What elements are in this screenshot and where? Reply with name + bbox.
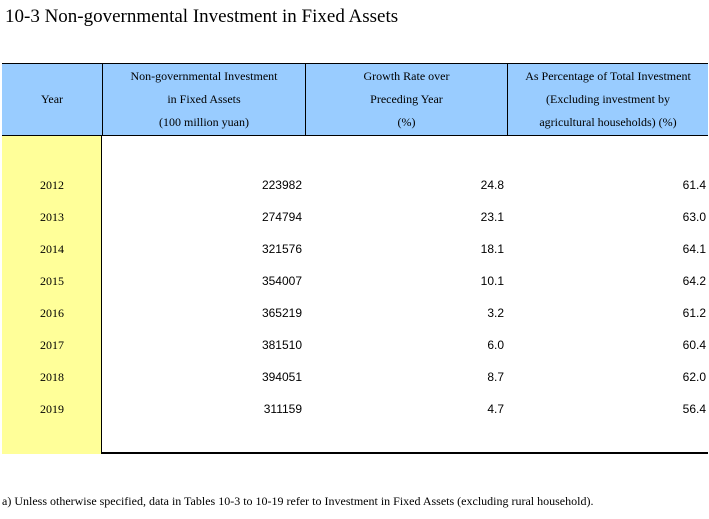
percentage-cell: 61.4 — [682, 178, 706, 192]
header-percentage: As Percentage of Total Investment (Exclu… — [507, 64, 708, 135]
table-row: 2019 311159 4.7 56.4 — [2, 393, 708, 425]
footnote: a) Unless otherwise specified, data in T… — [2, 494, 594, 508]
investment-cell: 354007 — [261, 274, 302, 288]
header-growth-line: Growth Rate over — [363, 69, 450, 83]
percentage-cell: 61.2 — [682, 306, 706, 320]
investment-cell: 321576 — [261, 242, 302, 256]
year-cell: 2013 — [40, 210, 64, 224]
percentage-cell: 60.4 — [682, 338, 706, 352]
table-row: 2013 274794 23.1 63.0 — [2, 201, 708, 233]
percentage-cell: 63.0 — [682, 210, 706, 224]
percentage-cell: 62.0 — [682, 370, 706, 384]
header-percentage-line: agricultural households) (%) — [539, 115, 677, 129]
investment-cell: 381510 — [261, 338, 302, 352]
header-growth: Growth Rate over Preceding Year (%) — [305, 64, 507, 135]
investment-cell: 223982 — [261, 178, 302, 192]
table-row: 2015 354007 10.1 64.2 — [2, 265, 708, 297]
year-cell: 2012 — [40, 178, 64, 192]
growth-cell: 10.1 — [480, 274, 504, 288]
header-percentage-line: As Percentage of Total Investment — [525, 69, 691, 83]
header-growth-line: (%) — [397, 115, 416, 129]
table-body: 2012 223982 24.8 61.4 2013 274794 23.1 63.0 2014… — [2, 169, 708, 425]
table-row: 2018 394051 8.7 62.0 — [2, 361, 708, 393]
header-growth-line: Preceding Year — [370, 92, 443, 106]
year-column-background — [2, 136, 102, 454]
investment-cell: 365219 — [261, 306, 302, 320]
header-investment-line: Non-governmental Investment — [130, 69, 278, 83]
year-cell: 2019 — [40, 402, 64, 416]
year-cell: 2016 — [40, 306, 64, 320]
table-row: 2016 365219 3.2 61.2 — [2, 297, 708, 329]
percentage-cell: 64.1 — [682, 242, 706, 256]
table-row: 2017 381510 6.0 60.4 — [2, 329, 708, 361]
year-cell: 2017 — [40, 338, 64, 352]
investment-cell: 394051 — [261, 370, 302, 384]
year-cell: 2018 — [40, 370, 64, 384]
header-percentage-line: (Excluding investment by — [546, 92, 670, 106]
growth-cell: 24.8 — [480, 178, 504, 192]
percentage-cell: 64.2 — [682, 274, 706, 288]
year-cell: 2014 — [40, 242, 64, 256]
growth-cell: 3.2 — [487, 306, 504, 320]
growth-cell: 23.1 — [480, 210, 504, 224]
data-table: Year Non-governmental Investment in Fixe… — [2, 63, 708, 454]
header-investment-line: (100 million yuan) — [159, 115, 249, 129]
growth-cell: 18.1 — [480, 242, 504, 256]
header-year: Year — [2, 64, 102, 135]
page-title: 10-3 Non-governmental Investment in Fixe… — [5, 6, 399, 27]
table-header: Year Non-governmental Investment in Fixe… — [2, 64, 708, 136]
investment-cell: 274794 — [261, 210, 302, 224]
investment-cell: 311159 — [263, 402, 302, 416]
year-cell: 2015 — [40, 274, 64, 288]
header-investment: Non-governmental Investment in Fixed Ass… — [102, 64, 305, 135]
table-row: 2014 321576 18.1 64.1 — [2, 233, 708, 265]
table-row: 2012 223982 24.8 61.4 — [2, 169, 708, 201]
percentage-cell: 56.4 — [682, 402, 706, 416]
growth-cell: 6.0 — [487, 338, 504, 352]
growth-cell: 4.7 — [487, 402, 504, 416]
growth-cell: 8.7 — [487, 370, 504, 384]
header-year-label: Year — [40, 92, 64, 106]
header-investment-line: in Fixed Assets — [167, 92, 241, 106]
